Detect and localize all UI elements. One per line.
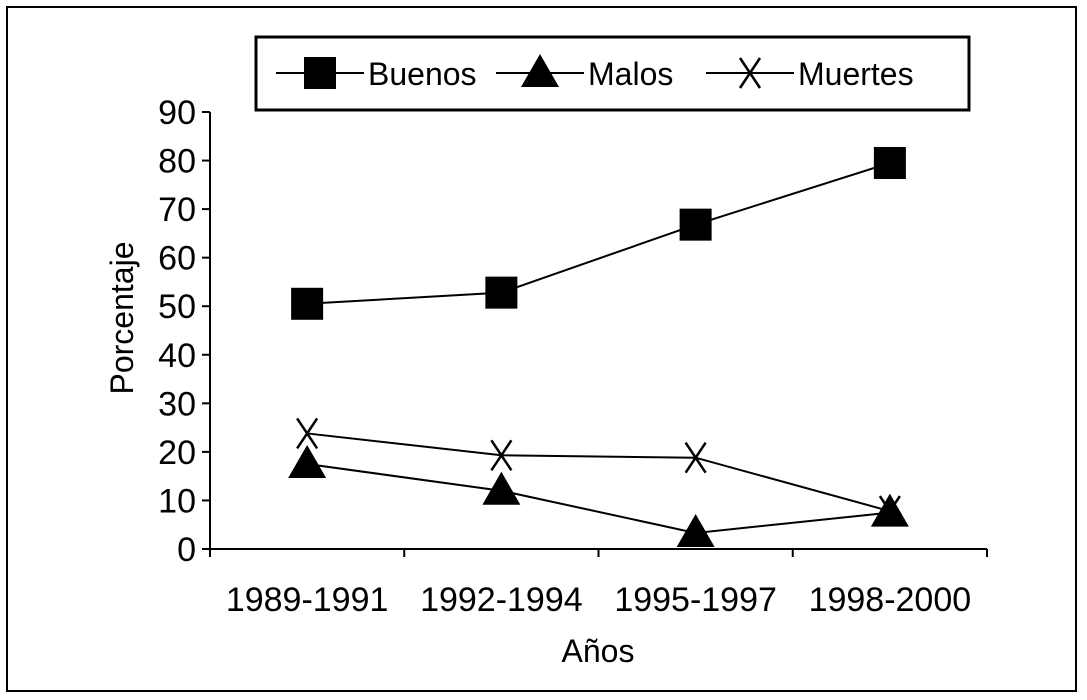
data-point-malos <box>288 445 327 479</box>
legend-label-buenos: Buenos <box>368 56 477 92</box>
data-point-muertes <box>878 495 901 527</box>
series-line-muertes <box>307 432 891 513</box>
y-tick-label: 10 <box>158 482 196 520</box>
legend-marker-malos <box>521 54 559 87</box>
chart-frame <box>6 6 1077 692</box>
y-tick-label: 0 <box>177 531 196 569</box>
y-tick-label: 20 <box>158 434 196 472</box>
data-point-muertes <box>296 417 319 450</box>
series-line-buenos <box>307 162 891 305</box>
y-tick-label: 90 <box>158 94 196 132</box>
x-tick-label: 1992-1994 <box>420 581 583 619</box>
x-axis-title: Años <box>562 633 635 669</box>
legend-label-muertes: Muertes <box>798 56 914 92</box>
x-tick-label: 1995-1997 <box>614 581 777 619</box>
data-point-buenos <box>485 276 518 309</box>
legend-label-malos: Malos <box>588 56 673 92</box>
data-point-buenos <box>873 146 906 179</box>
y-tick-label: 40 <box>158 337 196 375</box>
y-tick-label: 60 <box>158 240 196 278</box>
series-layer <box>288 146 909 547</box>
legend: Buenos Malos Muertes <box>276 54 914 92</box>
x-axis-ticks: 1989-1991 1992-1994 1995-1997 1998-2000 <box>209 549 988 619</box>
data-point-malos <box>482 471 521 505</box>
series-line-malos <box>306 463 890 534</box>
data-point-muertes <box>490 439 513 471</box>
legend-marker-buenos <box>304 57 336 89</box>
y-axis-title: Porcentaje <box>104 242 140 395</box>
data-point-buenos <box>679 208 712 241</box>
x-tick-label: 1989-1991 <box>226 581 389 619</box>
y-axis-ticks: 0 10 20 30 40 50 60 70 80 90 <box>158 94 210 569</box>
data-point-malos <box>676 513 715 547</box>
y-tick-label: 80 <box>158 143 196 181</box>
y-tick-label: 70 <box>158 191 196 229</box>
data-point-muertes <box>684 442 707 474</box>
y-tick-label: 30 <box>158 385 196 423</box>
legend-marker-muertes <box>738 57 762 89</box>
x-tick-label: 1998-2000 <box>809 581 972 619</box>
y-tick-label: 50 <box>158 288 196 326</box>
legend-box <box>254 35 971 112</box>
data-point-buenos <box>291 287 324 320</box>
